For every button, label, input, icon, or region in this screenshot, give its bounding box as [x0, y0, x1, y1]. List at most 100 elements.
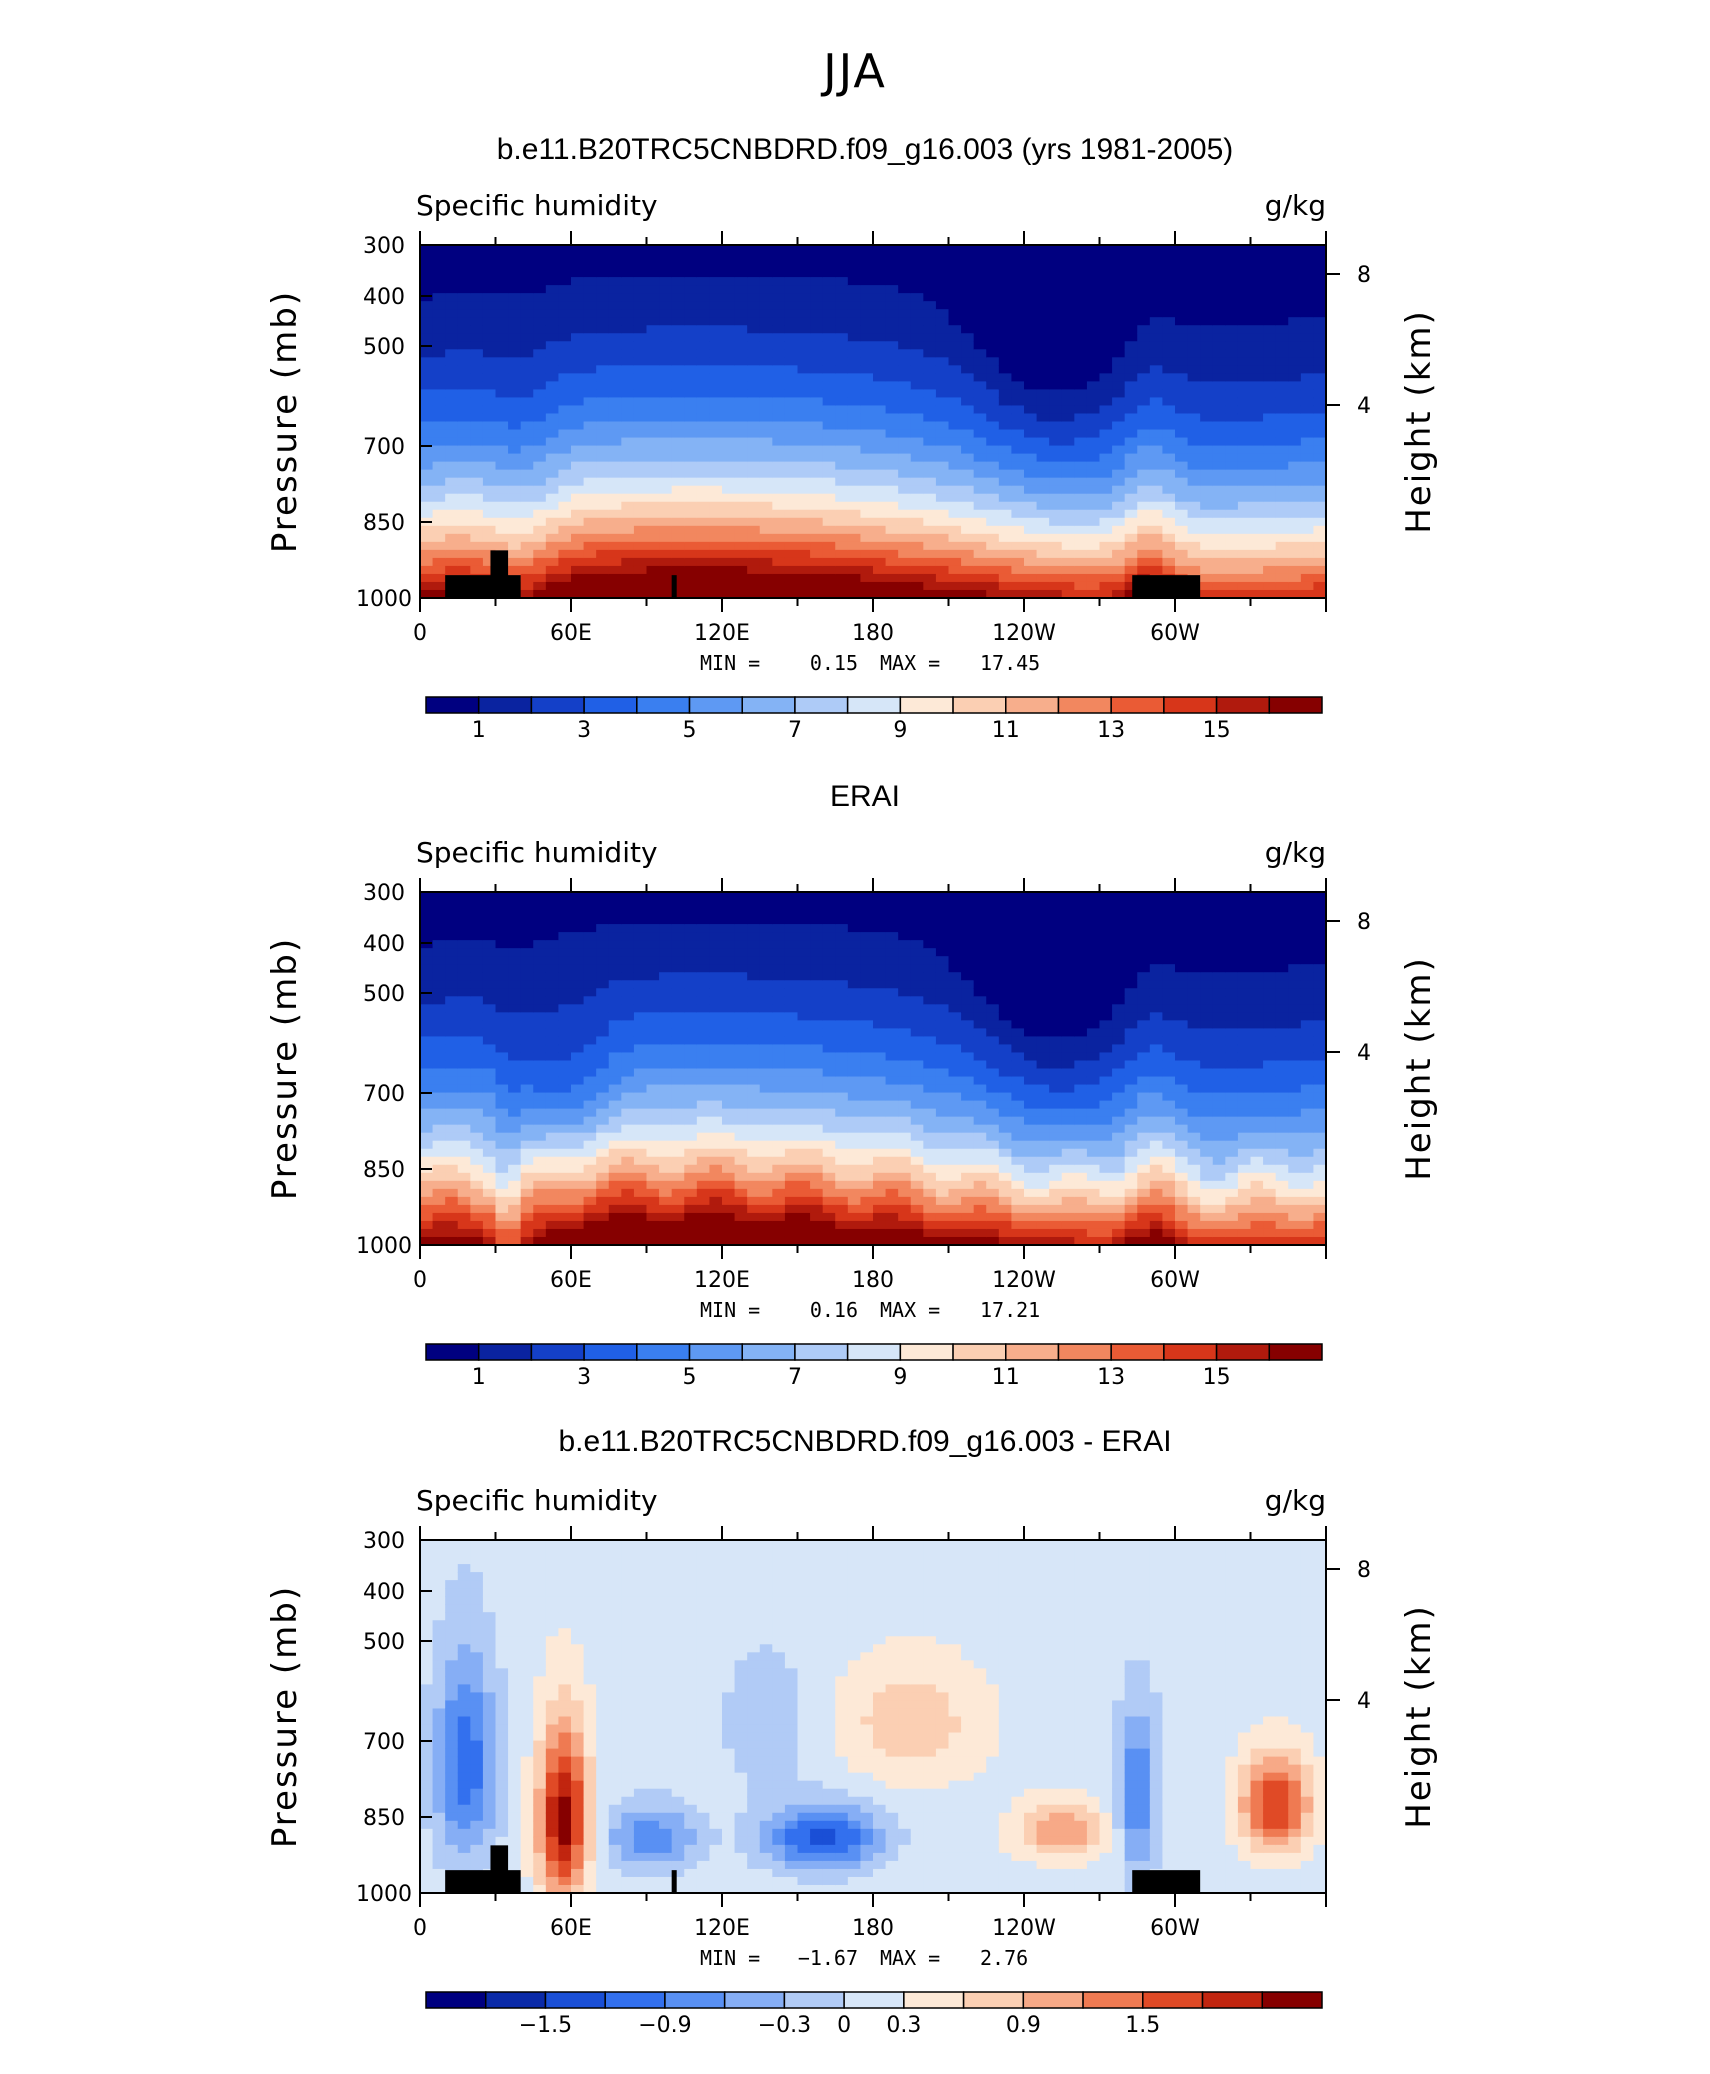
field-cell — [495, 525, 509, 535]
field-cell — [1237, 317, 1252, 326]
field-cell — [1049, 341, 1063, 350]
field-cell — [495, 381, 509, 391]
field-cell — [671, 573, 685, 583]
field-cell — [457, 1148, 471, 1158]
field-cell — [696, 1004, 711, 1013]
field-cell — [482, 1156, 497, 1166]
field-cell — [1036, 549, 1050, 559]
field-cell — [747, 397, 761, 407]
field-cell — [583, 1076, 597, 1086]
field-cell — [797, 357, 811, 366]
field-cell — [1086, 453, 1101, 463]
field-cell — [747, 1156, 761, 1166]
field-cell — [420, 948, 434, 957]
field-cell — [709, 1052, 723, 1062]
field-cell — [545, 1044, 560, 1054]
field-cell — [1061, 325, 1075, 334]
field-cell — [684, 1236, 698, 1246]
field-cell — [608, 261, 622, 270]
field-cell — [1137, 493, 1151, 503]
field-cell — [998, 469, 1013, 479]
field-cell — [784, 1164, 799, 1174]
field-cell — [734, 301, 748, 310]
field-cell — [810, 261, 824, 270]
field-cell — [822, 1052, 836, 1062]
field-cell — [1212, 357, 1226, 366]
field-cell — [784, 996, 799, 1005]
field-cell — [709, 493, 723, 503]
field-cell — [898, 964, 912, 973]
field-cell — [482, 1028, 497, 1038]
field-cell — [1099, 293, 1113, 302]
field-cell — [747, 1060, 761, 1070]
field-cell — [571, 565, 585, 575]
field-cell — [1275, 453, 1289, 463]
field-cell — [583, 469, 597, 479]
field-cell — [1200, 397, 1214, 407]
field-cell — [835, 413, 849, 423]
field-cell — [508, 1076, 522, 1086]
field-cell — [696, 317, 711, 326]
field-cell — [508, 445, 522, 455]
field-cell — [1086, 509, 1101, 519]
field-cell — [759, 1140, 773, 1150]
field-cell — [1187, 541, 1201, 551]
field-cell — [1225, 421, 1239, 431]
field-cell — [646, 333, 660, 342]
field-cell — [923, 253, 937, 262]
field-cell — [898, 261, 912, 270]
field-cell — [1011, 493, 1025, 503]
field-cell — [847, 1012, 862, 1021]
field-cell — [898, 501, 912, 511]
field-cell — [508, 892, 522, 901]
field-cell — [1086, 365, 1101, 374]
y-tick-label: 850 — [363, 511, 405, 536]
field-cell — [1137, 453, 1151, 463]
field-cell — [1086, 541, 1101, 551]
field-cell — [810, 1140, 824, 1150]
field-cell — [420, 421, 434, 431]
field-cell — [1212, 421, 1226, 431]
field-cell — [873, 1020, 887, 1029]
field-cell — [860, 1036, 874, 1046]
field-cell — [1086, 333, 1101, 342]
field-cell — [910, 485, 924, 495]
field-cell — [885, 1076, 899, 1086]
field-cell — [772, 245, 786, 254]
field-cell — [1011, 549, 1025, 559]
field-cell — [1061, 317, 1075, 326]
field-cell — [533, 932, 547, 941]
field-cell — [1099, 581, 1113, 591]
field-cell — [495, 900, 509, 909]
field-cell — [571, 1012, 585, 1021]
field-cell — [1288, 525, 1302, 535]
field-cell — [772, 916, 786, 925]
field-cell — [596, 253, 610, 262]
field-cell — [684, 565, 698, 575]
field-cell — [646, 557, 660, 567]
field-cell — [759, 245, 773, 254]
field-cell — [520, 924, 534, 933]
field-cell — [847, 996, 862, 1005]
field-cell — [1036, 437, 1050, 447]
field-cell — [822, 1188, 836, 1198]
field-cell — [810, 357, 824, 366]
field-cell — [1275, 533, 1289, 543]
field-cell — [923, 421, 937, 431]
field-cell — [1099, 429, 1113, 439]
field-cell — [1187, 317, 1201, 326]
field-cell — [558, 1076, 572, 1086]
field-cell — [1149, 365, 1164, 374]
field-cell — [1049, 501, 1063, 511]
field-cell — [684, 1068, 698, 1078]
field-cell — [558, 405, 572, 415]
field-cell — [1061, 365, 1075, 374]
field-cell — [1250, 365, 1264, 374]
field-cell — [998, 413, 1013, 423]
field-cell — [1074, 589, 1088, 599]
field-cell — [520, 437, 534, 447]
field-cell — [633, 892, 648, 901]
field-cell — [898, 908, 912, 917]
field-cell — [545, 421, 560, 431]
field-cell — [533, 269, 547, 278]
